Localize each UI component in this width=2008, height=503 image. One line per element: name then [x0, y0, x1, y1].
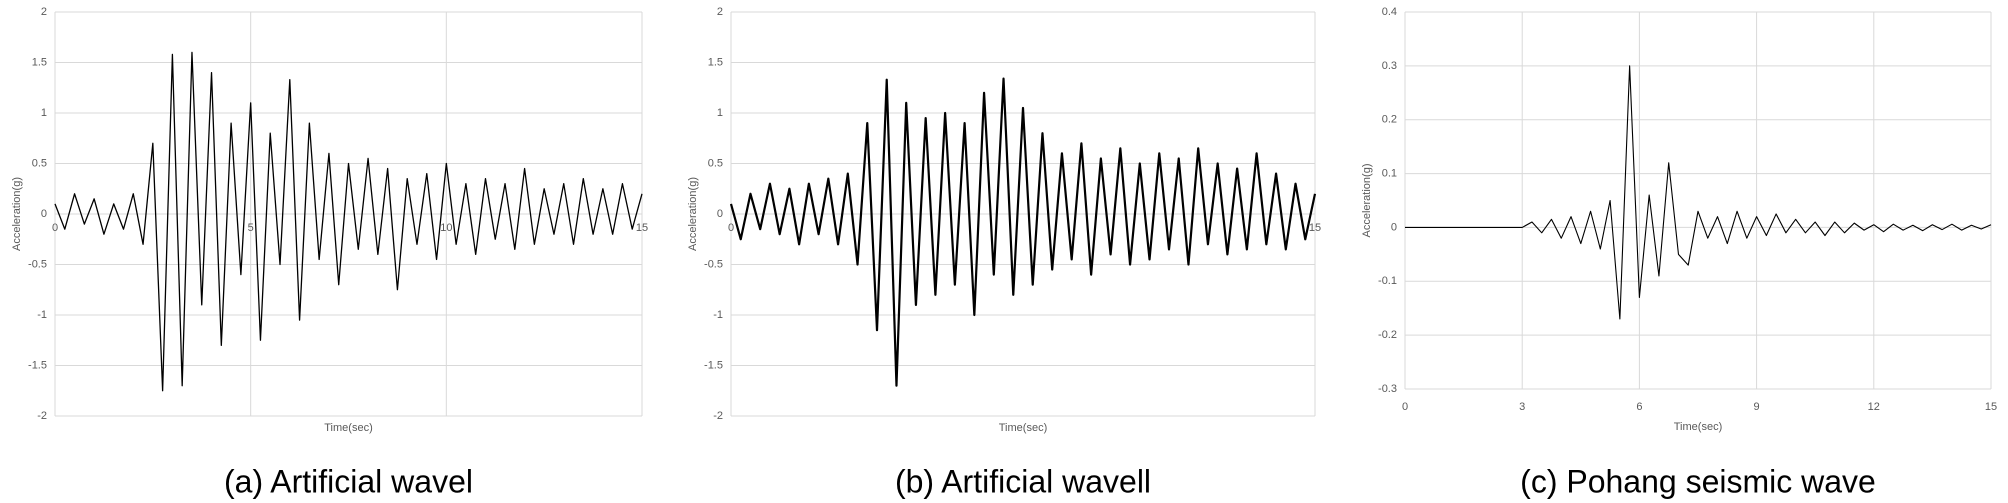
y-tick-label: 0.4: [1382, 6, 1397, 18]
x-axis-label: Time(sec): [324, 422, 372, 434]
y-tick-label: 1: [41, 107, 47, 119]
y-tick-label: 0: [1391, 221, 1397, 233]
y-tick-label: -1.5: [28, 359, 47, 371]
y-tick-label: 1.5: [32, 56, 47, 68]
caption: (c) Pohang seismic wave: [1520, 463, 1876, 499]
y-tick-label: 0.5: [32, 157, 47, 169]
y-tick-label: 0.1: [1382, 167, 1397, 179]
y-tick-label: -2: [37, 410, 47, 422]
y-axis-label: Acceleration(g): [11, 177, 23, 251]
x-tick-label: 12: [1868, 401, 1880, 413]
caption: (a) Artificial wavel: [224, 463, 473, 499]
x-tick-label: 3: [1519, 401, 1525, 413]
x-tick-label: 5: [248, 222, 254, 234]
x-tick-label: 0: [728, 222, 734, 234]
x-tick-label: 9: [1754, 401, 1760, 413]
x-axis-label: Time(sec): [999, 422, 1047, 434]
y-tick-label: 0.3: [1382, 60, 1397, 72]
x-axis-label: Time(sec): [1674, 421, 1722, 433]
y-tick-label: -1: [713, 309, 723, 321]
y-tick-label: 0.5: [708, 157, 723, 169]
y-tick-label: 2: [717, 6, 723, 18]
y-tick-label: 0: [41, 208, 47, 220]
y-tick-label: -0.1: [1378, 275, 1397, 287]
x-tick-label: 15: [636, 222, 648, 234]
y-tick-label: 1: [717, 107, 723, 119]
y-tick-label: -0.5: [28, 258, 47, 270]
caption: (b) Artificial wavell: [895, 463, 1151, 499]
y-tick-label: 0: [717, 208, 723, 220]
x-tick-label: 6: [1636, 401, 1642, 413]
y-tick-label: 0.2: [1382, 114, 1397, 126]
y-axis-label: Acceleration(g): [1361, 164, 1373, 238]
y-tick-label: -1.5: [704, 359, 723, 371]
y-tick-label: -1: [37, 309, 47, 321]
x-tick-label: 0: [52, 222, 58, 234]
wave-line: [54, 51, 643, 392]
y-tick-label: -0.5: [704, 258, 723, 270]
wave-line: [1405, 65, 1992, 320]
x-tick-label: 0: [1402, 401, 1408, 413]
wave-line: [729, 77, 1317, 387]
x-tick-label: 10: [440, 222, 452, 234]
y-tick-label: -0.3: [1378, 383, 1397, 395]
x-tick-label: 15: [1985, 401, 1997, 413]
y-tick-label: -0.2: [1378, 329, 1397, 341]
y-tick-label: 2: [41, 6, 47, 18]
y-axis-label: Acceleration(g): [687, 177, 699, 251]
y-tick-label: 1.5: [708, 56, 723, 68]
x-tick-label: 15: [1309, 222, 1321, 234]
y-tick-label: -2: [713, 410, 723, 422]
